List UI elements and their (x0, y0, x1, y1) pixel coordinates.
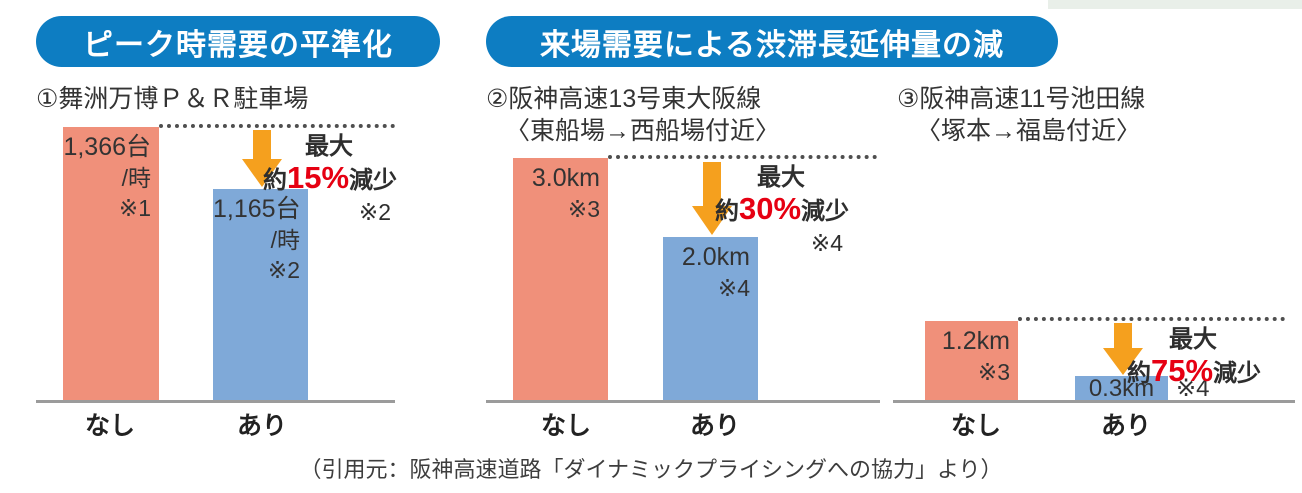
chart2-reduction-post: 減少 (801, 198, 850, 225)
chart1-title: ①舞洲万博Ｐ＆Ｒ駐車場 (36, 85, 309, 113)
chart3-reduction-annotation: 最大 約75%減少 (1127, 326, 1262, 391)
chart1-label-with: あり (236, 412, 287, 440)
chart2-bar-without: 3.0km ※3 (513, 158, 608, 402)
chart1-reference-dotted-line (159, 124, 395, 128)
chart1-reduction-max: 最大 (305, 133, 353, 160)
chart2-bar-without-note: ※3 (567, 196, 600, 222)
chart2-reduction-note: ※4 (810, 230, 843, 256)
chart3-reduction-max: 最大 (1169, 326, 1217, 353)
chart3-title: ③阪神高速11号池田線 (897, 85, 1146, 113)
down-arrow-icon (692, 162, 732, 235)
down-arrow-icon (242, 130, 282, 187)
chart3-baseline (893, 400, 1295, 403)
chart2-subtitle: 〈東船場→西船場付近〉 (505, 117, 781, 145)
banner-congestion-reduction-label: 来場需要による渋滞長延伸量の減 (539, 28, 1005, 62)
chart2-title: ②阪神高速13号東大阪線 (486, 85, 762, 113)
citation-text: （引用元：阪神高速道路「ダイナミックプライシングへの協力」より） (299, 457, 1003, 482)
chart1-bar-with: 1,165台 /時 ※2 (213, 189, 308, 402)
chart1-bar-with-note: ※2 (267, 257, 300, 283)
chart1-bar-without-value: 1,366台 (63, 133, 151, 161)
chart2-reduction-pre: 約 (715, 198, 739, 225)
chart2-reduction-annotation: 最大 約30%減少 ※4 (715, 164, 850, 257)
chart1-reduction-annotation: 最大 約15%減少 ※2 (263, 133, 398, 226)
top-edge-band (1048, 0, 1302, 9)
chart3-bar-with-note: ※4 (1176, 375, 1210, 402)
chart2-label-without: なし (540, 412, 591, 440)
chart1-label-without: なし (84, 412, 135, 440)
chart2-bar-with-value: 2.0km (681, 243, 750, 271)
chart1-baseline (36, 400, 395, 403)
chart1-bar-without: 1,366台 /時 ※1 (63, 127, 159, 402)
chart2-bar-with-note: ※4 (717, 275, 750, 301)
chart3-bar-with-value: 0.3km (1088, 375, 1155, 402)
chart1-reduction-post: 減少 (349, 167, 398, 194)
banner-congestion-reduction: 来場需要による渋滞長延伸量の減 (486, 16, 1058, 67)
chart2-reduction-max: 最大 (757, 164, 805, 191)
chart2-bar-without-value: 3.0km (531, 164, 600, 192)
chart2-reduction-line: 約30%減少 (715, 191, 850, 229)
chart1-reduction-note: ※2 (358, 199, 391, 225)
chart3-bar-without-note: ※3 (977, 359, 1010, 385)
chart3-reduction-post: 減少 (1213, 360, 1262, 387)
chart2-label-with: あり (689, 412, 740, 440)
chart1-reduction-line: 約15%減少 (263, 160, 398, 198)
chart2-baseline (486, 400, 880, 403)
banner-peak-demand: ピーク時需要の平準化 (36, 16, 440, 67)
chart1-bar-with-value: 1,165台 (213, 195, 301, 223)
chart2-reference-dotted-line (608, 155, 877, 159)
chart3-bar-with: 0.3km (1075, 376, 1168, 402)
chart2-bar-with: 2.0km ※4 (663, 237, 758, 402)
chart3-label-without: なし (950, 412, 1001, 440)
down-arrow-icon (1103, 323, 1143, 375)
chart1-reduction-pre: 約 (263, 167, 287, 194)
chart2-reduction-percent: 30% (739, 191, 802, 226)
chart1-reduction-percent: 15% (287, 160, 350, 195)
chart3-reduction-pre: 約 (1127, 360, 1151, 387)
chart3-bar-without: 1.2km ※3 (925, 321, 1018, 402)
chart1-bar-without-note: ※1 (118, 195, 151, 221)
chart3-bar-without-value: 1.2km (941, 327, 1010, 355)
chart1-bar-with-unit: /時 (270, 227, 300, 253)
banner-peak-demand-label: ピーク時需要の平準化 (83, 28, 393, 62)
chart3-reduction-percent: 75% (1151, 353, 1214, 388)
chart3-reference-dotted-line (1018, 317, 1285, 321)
chart3-subtitle: 〈塚本→福島付近〉 (916, 117, 1142, 145)
chart3-reduction-line: 約75%減少 (1127, 353, 1262, 391)
chart1-bar-without-unit: /時 (121, 165, 151, 191)
chart3-label-with: あり (1100, 412, 1151, 440)
